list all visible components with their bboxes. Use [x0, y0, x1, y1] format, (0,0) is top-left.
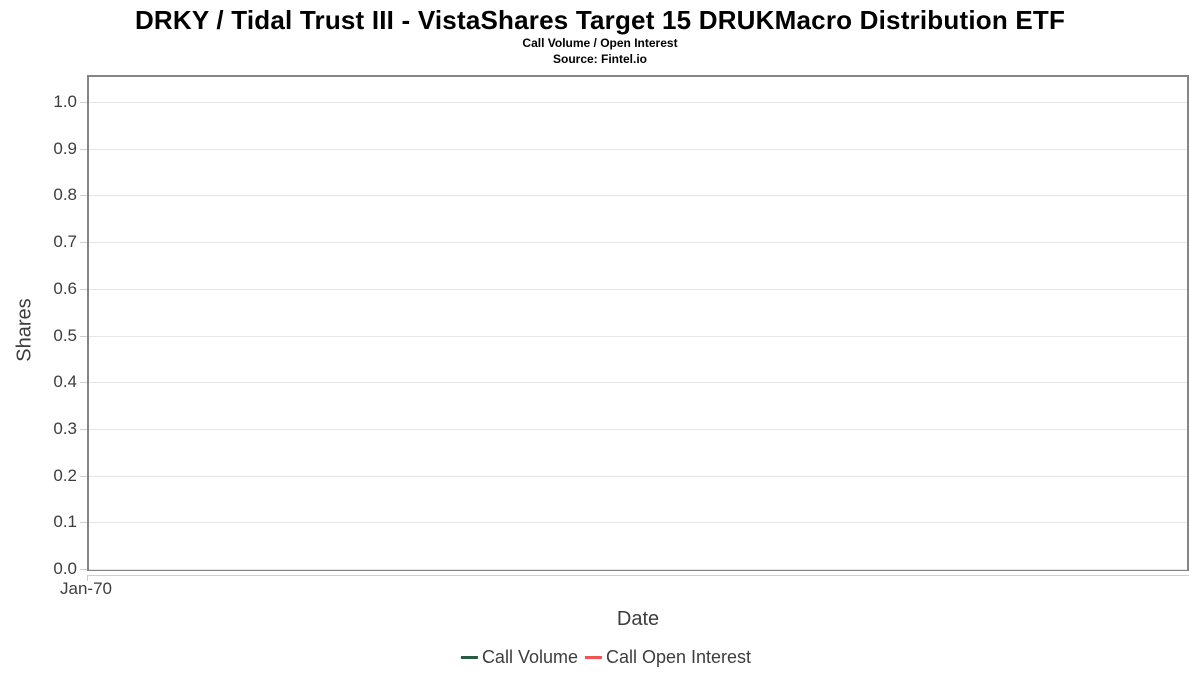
y-gridline: [89, 475, 1187, 477]
y-tick-label: 1.0: [53, 92, 77, 111]
legend-item: Call Volume: [460, 647, 578, 668]
y-gridline: [89, 148, 1187, 150]
y-tick-mark: [80, 475, 87, 477]
x-axis-tick-mark: [87, 575, 88, 581]
x-axis-title: Date: [616, 608, 660, 630]
y-tick-mark: [80, 288, 87, 290]
legend-label: Call Volume: [481, 647, 578, 667]
y-tick-label: 0.7: [53, 232, 77, 252]
y-tick-label: 0.4: [53, 372, 77, 392]
legend-label: Call Open Interest: [605, 647, 752, 667]
y-gridline: [89, 382, 1187, 384]
y-tick-mark: [80, 335, 87, 337]
legend-item: Call Open Interest: [584, 647, 752, 668]
y-tick-mark: [80, 428, 87, 430]
y-axis-tick-marks: [80, 77, 87, 570]
legend: Call Volume Call Open Interest: [460, 647, 752, 668]
chart-title: DRKY / Tidal Trust III - VistaShares Tar…: [134, 5, 1066, 35]
y-gridline: [89, 195, 1187, 197]
x-axis-tick-label: Jan-70: [60, 579, 112, 598]
y-tick-mark: [80, 195, 87, 197]
y-gridline: [89, 522, 1187, 524]
y-tick-label: 0.2: [53, 465, 77, 485]
y-axis-tick-labels: 0.0 0.1 0.2 0.3 0.4 0.5 0.6 0.7 0.8 0.9 1.0: [0, 77, 78, 578]
y-tick-label: 0.3: [53, 418, 77, 438]
y-axis-title: Shares: [13, 298, 36, 362]
chart-source: Source: Fintel.io: [552, 52, 647, 66]
y-tick-label: 0.5: [53, 325, 77, 345]
y-tick-mark: [80, 522, 87, 524]
y-gridline: [89, 569, 1187, 570]
gridlines: [89, 77, 1187, 570]
y-tick-label: 0.8: [53, 185, 77, 205]
y-gridline: [89, 428, 1187, 430]
y-tick-mark: [80, 382, 87, 384]
y-tick-mark: [80, 569, 87, 570]
plot-area: [87, 75, 1189, 571]
x-axis-line: [87, 575, 1189, 576]
y-tick-label: 0.1: [53, 512, 77, 532]
y-tick-mark: [80, 242, 87, 244]
legend-swatch: [460, 656, 478, 659]
y-gridline: [89, 242, 1187, 244]
y-gridline: [89, 102, 1187, 103]
y-tick-label: 0.0: [53, 559, 77, 578]
y-gridline: [89, 288, 1187, 290]
y-tick-mark: [80, 102, 87, 103]
y-tick-mark: [80, 148, 87, 150]
y-gridline: [89, 335, 1187, 337]
legend-swatch: [584, 656, 602, 659]
y-tick-label: 0.6: [53, 278, 77, 298]
y-tick-label: 0.9: [53, 138, 77, 158]
chart-subtitle: Call Volume / Open Interest: [522, 36, 678, 50]
